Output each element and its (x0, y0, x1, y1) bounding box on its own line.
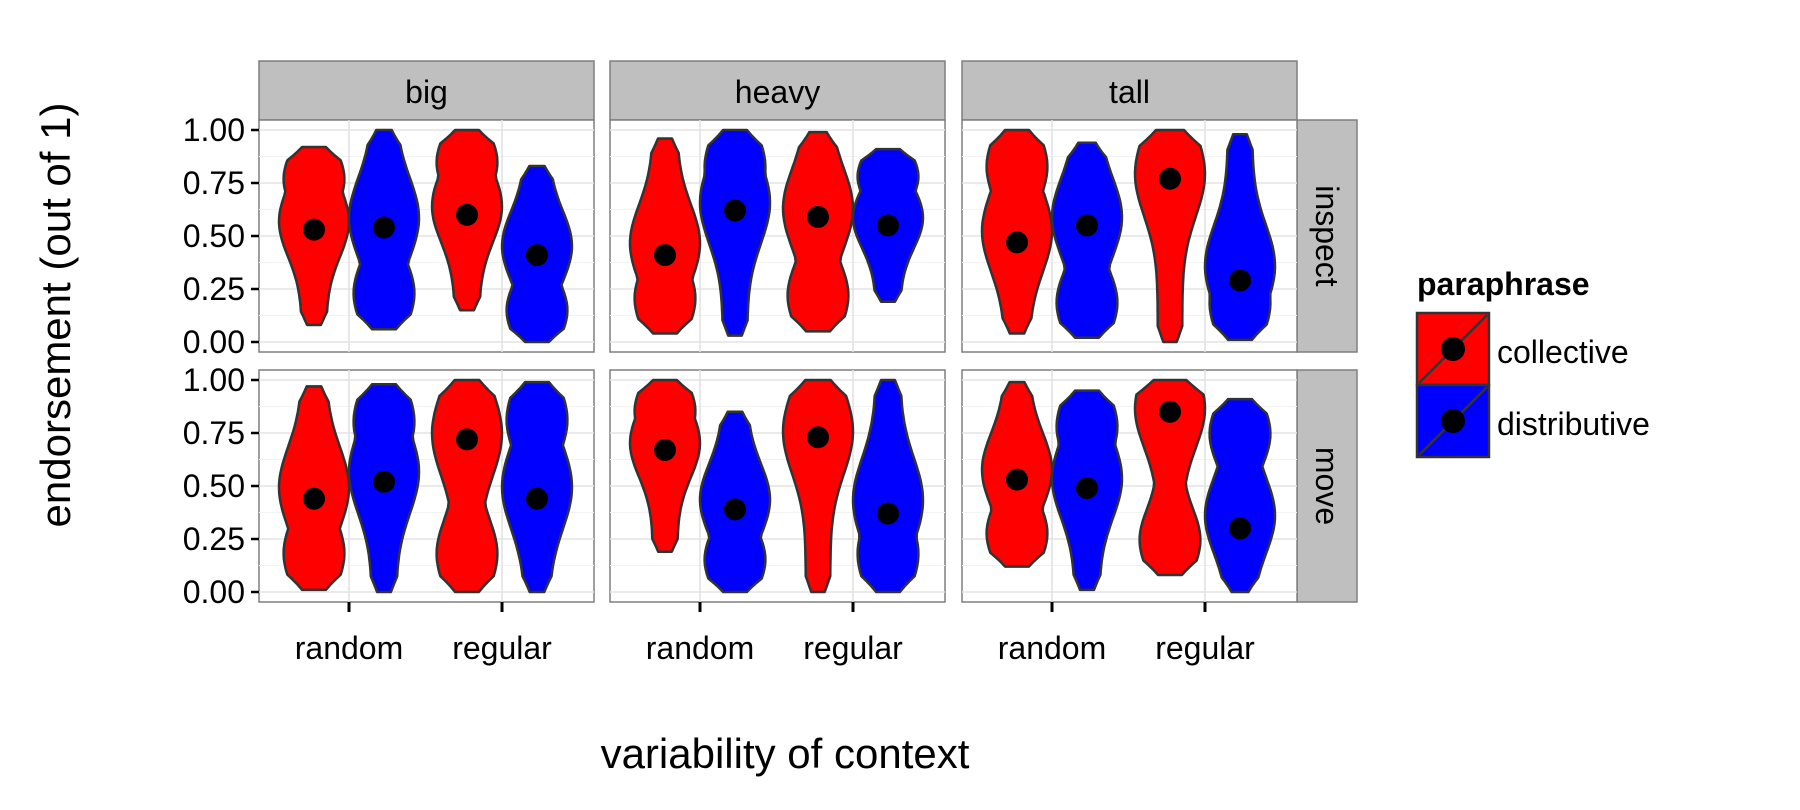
panel-inspect-tall (961, 119, 1298, 353)
y-tick-label: 0.50 (183, 468, 245, 504)
violin-distributive-regular (500, 380, 574, 594)
x-tick-label-random: random (998, 630, 1107, 666)
y-axis-title: endorsement (out of 1) (32, 103, 79, 528)
x-tick-label-regular: regular (452, 630, 552, 666)
legend-key-collective (1415, 311, 1491, 387)
mean-point-distributive-random (724, 498, 746, 521)
axes-layer: 0.000.250.500.751.000.000.250.500.751.00… (183, 112, 1255, 666)
legend-point (1441, 409, 1465, 433)
mean-point-collective-regular (456, 203, 478, 226)
mean-point-collective-random (303, 218, 325, 241)
panel-inspect-big (258, 119, 595, 353)
legend-title: paraphrase (1417, 266, 1590, 302)
y-tick-label: 0.75 (183, 415, 245, 451)
mean-point-collective-random (654, 438, 676, 461)
y-tick-label: 0.00 (183, 324, 245, 360)
violin-collective-regular (1133, 378, 1207, 577)
facet-label-inspect: inspect (1309, 185, 1345, 287)
violin-distributive-regular (1203, 397, 1277, 594)
y-tick-label: 1.00 (183, 362, 245, 398)
mean-point-collective-random (1006, 468, 1028, 491)
violin-distributive-regular (851, 378, 925, 594)
y-tick-label: 1.00 (183, 112, 245, 148)
violin-collective-regular (781, 378, 855, 594)
x-tick-label-regular: regular (1155, 630, 1255, 666)
mean-point-collective-regular (807, 205, 829, 228)
y-tick-label: 0.25 (183, 271, 245, 307)
legend: paraphrase collective distributive (1415, 266, 1650, 459)
mean-point-collective-regular (456, 428, 478, 451)
x-tick-label-random: random (646, 630, 755, 666)
y-tick-label: 0.00 (183, 574, 245, 610)
mean-point-distributive-regular (1229, 269, 1251, 292)
facet-strip-move (1296, 369, 1358, 603)
mean-point-distributive-regular (877, 214, 899, 237)
panel-move-tall (961, 369, 1298, 603)
mean-point-collective-regular (1159, 167, 1181, 190)
facet-label-heavy: heavy (735, 74, 820, 110)
mean-point-distributive-regular (526, 244, 548, 267)
mean-point-collective-regular (807, 426, 829, 449)
mean-point-distributive-regular (1229, 517, 1251, 540)
y-tick-label: 0.75 (183, 165, 245, 201)
mean-point-distributive-random (373, 216, 395, 239)
mean-point-collective-regular (1159, 400, 1181, 423)
panel-move-big (258, 369, 595, 603)
mean-point-distributive-random (1076, 214, 1098, 237)
violin-collective-regular (1133, 128, 1207, 344)
violin-collective-random (628, 378, 702, 553)
y-tick-label: 0.25 (183, 521, 245, 557)
legend-keys (1415, 311, 1491, 459)
violin-collective-random (628, 137, 702, 335)
facet-label-move: move (1309, 447, 1345, 525)
panel-move-heavy (609, 369, 946, 603)
mean-point-distributive-random (724, 199, 746, 222)
mean-point-distributive-random (373, 470, 395, 493)
mean-point-collective-random (303, 487, 325, 510)
violin-distributive-regular (1203, 132, 1277, 342)
mean-point-distributive-regular (526, 487, 548, 510)
facet-label-tall: tall (1109, 74, 1150, 110)
legend-point (1441, 337, 1465, 361)
panel-inspect-heavy (609, 119, 946, 353)
mean-point-distributive-regular (877, 502, 899, 525)
legend-key-distributive (1415, 383, 1491, 459)
x-tick-label-random: random (295, 630, 404, 666)
facet-strip-tall (961, 60, 1298, 121)
facet-strip-inspect (1296, 119, 1358, 353)
facet-strip-heavy (609, 60, 946, 121)
legend-label-distributive: distributive (1497, 406, 1650, 442)
mean-point-collective-random (1006, 231, 1028, 254)
facet-strip-big (258, 60, 595, 121)
panels-layer: big heavy tall inspect move (258, 60, 1358, 603)
violin-distributive-random (1050, 141, 1124, 340)
violin-collective-regular (781, 130, 855, 333)
x-axis-title: variability of context (601, 730, 970, 777)
y-tick-label: 0.50 (183, 218, 245, 254)
legend-label-collective: collective (1497, 334, 1629, 370)
violin-distributive-random (698, 128, 772, 337)
mean-point-distributive-random (1076, 477, 1098, 500)
violin-collective-regular (430, 378, 504, 594)
mean-point-collective-random (654, 244, 676, 267)
x-tick-label-regular: regular (803, 630, 903, 666)
facet-label-big: big (405, 74, 448, 110)
